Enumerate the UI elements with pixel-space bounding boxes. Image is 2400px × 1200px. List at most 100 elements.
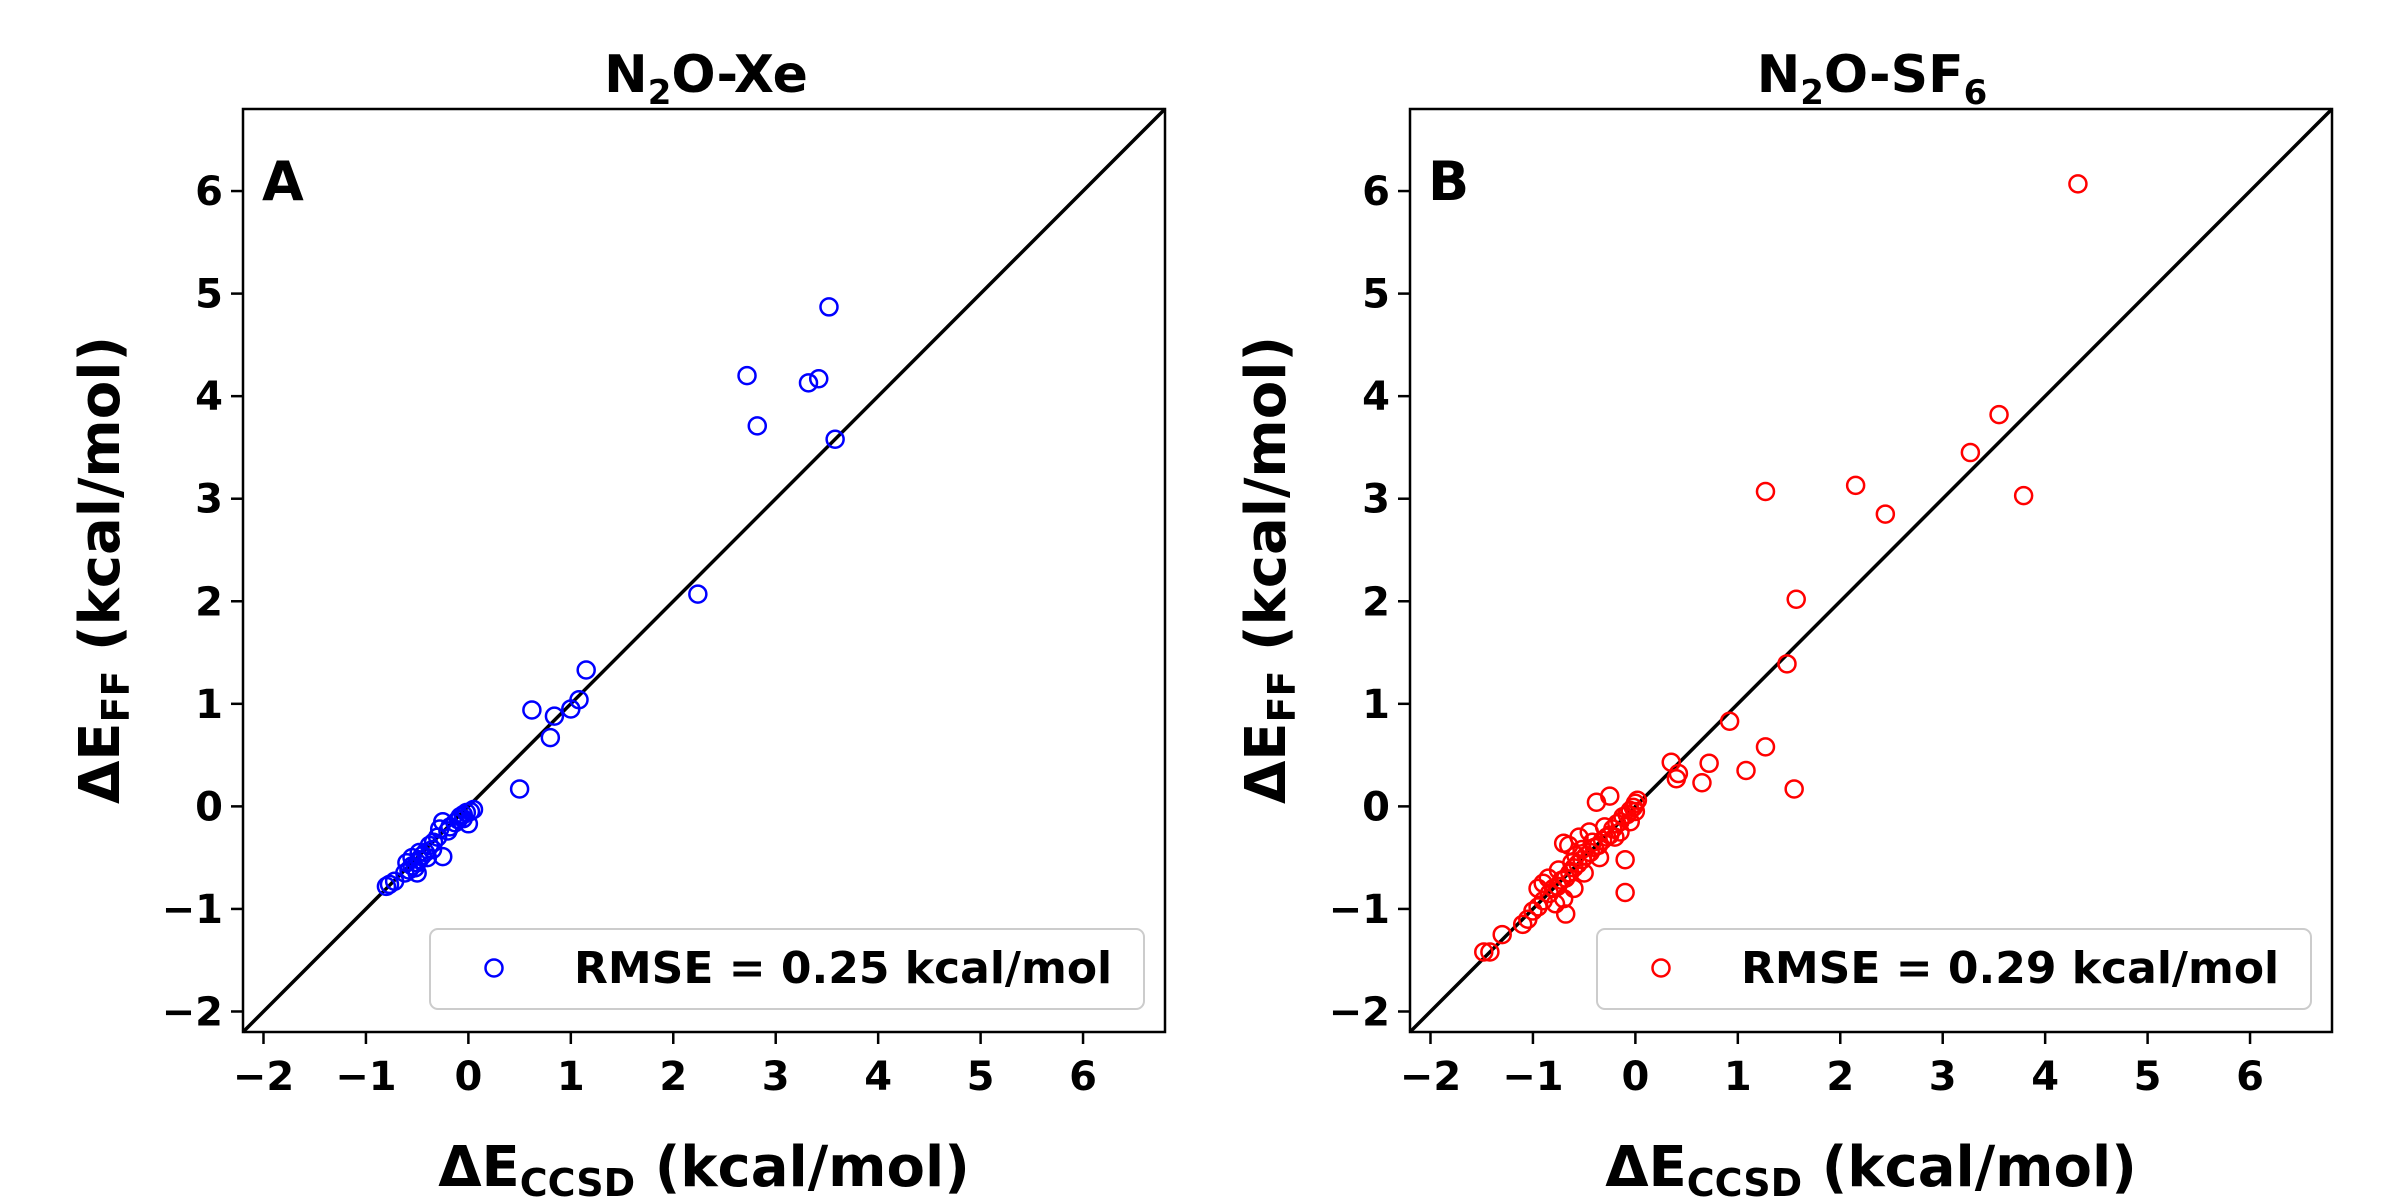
panel-a-legend: RMSE = 0.25 kcal/mol <box>429 928 1145 1010</box>
panel-b-letter: B <box>1428 150 1469 213</box>
panel-a-y-tick-label: 0 <box>195 784 223 830</box>
panel-b-data-point <box>1845 475 1866 496</box>
panel-b-y-tick-label: 6 <box>1362 169 1390 215</box>
panel-a-points <box>376 297 845 897</box>
panel-a-y-tick-label: −2 <box>162 989 223 1035</box>
panel-a-data-point <box>569 689 589 710</box>
panel-a-title: N2O-Xe <box>604 45 808 113</box>
panel-a-x-tick-label: −1 <box>335 1054 396 1100</box>
panel-b-data-point <box>1589 847 1610 868</box>
panel-a-plot-frame <box>241 107 1167 1034</box>
panel-b-data-point <box>1572 839 1592 860</box>
panel-b-data-point <box>1538 868 1559 888</box>
panel-a-ylabel-main: ΔE <box>68 722 133 804</box>
panel-b-x-tick-label: 3 <box>1929 1054 1957 1100</box>
panel-b-data-point <box>1755 481 1776 502</box>
panel-b-data-point <box>1512 914 1533 935</box>
panel-b-data-point <box>1474 942 1494 962</box>
panel-b-data-point <box>1755 737 1776 757</box>
panel-b-ylabel-sub: FF <box>1260 671 1304 723</box>
panel-b-data-point <box>2013 485 2034 506</box>
panel-b-data-point <box>1533 873 1553 894</box>
panel-b-y-tick-label: −1 <box>1329 887 1390 933</box>
panel-a-legend-box <box>429 928 1145 1010</box>
panel-b-data-point <box>1518 909 1538 929</box>
panel-a-data-point <box>688 584 708 604</box>
panel-a-data-point <box>544 706 565 726</box>
panel-b-data-point <box>1543 878 1564 899</box>
panel-b-y-tick-label: 2 <box>1362 579 1390 625</box>
panel-b-y-tick-label: 3 <box>1362 477 1390 523</box>
panel-b-data-point <box>1692 773 1712 793</box>
panel-a-data-point <box>825 429 845 449</box>
panel-a-title-main: N <box>604 45 648 105</box>
panel-b-x-tick-label: 2 <box>1826 1054 1854 1100</box>
panel-b-title-main: N <box>1757 45 1801 105</box>
panel-b-ylabel-rest: (kcal/mol) <box>1234 336 1299 671</box>
panel-a-data-point <box>384 871 405 891</box>
panel-a-y-tick-label: 5 <box>195 272 223 318</box>
panel-b-title-sub: 2 <box>1800 73 1824 113</box>
panel-b-x-tick-label: 6 <box>2236 1054 2264 1100</box>
panel-b-data-point <box>1579 822 1600 842</box>
panel-b-data-point <box>1605 827 1625 847</box>
panel-b-data-point <box>1566 845 1586 866</box>
panel-b-legend-marker <box>1651 958 1671 978</box>
panel-a-ylabel-rest: (kcal/mol) <box>68 336 133 671</box>
panel-a-ylabel: ΔEFF (kcal/mol) <box>68 336 138 804</box>
panel-a-xlabel-main: ΔE <box>438 1135 520 1200</box>
panel-b-data-point <box>1661 752 1681 773</box>
panel-a-data-point <box>458 814 479 834</box>
panel-b-data-point <box>1615 882 1635 903</box>
panel-b-legend-label: RMSE = 0.29 kcal/mol <box>1741 943 2279 994</box>
panel-a-ylabel-sub: FF <box>94 671 138 723</box>
panel-a-x-tick-label: −2 <box>233 1054 294 1100</box>
panel-b-title: N2O-SF6 <box>1757 45 1988 113</box>
panel-a-data-point <box>453 808 474 829</box>
panel-a-y-tick-label: −1 <box>162 887 223 933</box>
panel-b-data-point <box>1574 863 1594 883</box>
panel-a-x-tick-label: 3 <box>762 1054 790 1100</box>
panel-b-legend-box <box>1596 928 2312 1010</box>
panel-b-data-point <box>2068 174 2088 194</box>
panel-a-legend-marker <box>484 958 504 978</box>
panel-a-data-point <box>819 297 839 317</box>
panel-a-data-point <box>747 416 768 436</box>
panel-b-xlabel: ΔECCSD (kcal/mol) <box>1605 1135 2137 1200</box>
panel-a-y-tick-label: 1 <box>195 682 223 728</box>
panel-a-data-point <box>397 853 417 873</box>
panel-b-data-point <box>1600 786 1620 806</box>
panel-b-plot-frame <box>1408 107 2334 1034</box>
panel-b-data-point <box>1545 894 1566 914</box>
panel-a-data-point <box>576 660 596 680</box>
panel-b-x-tick-label: −2 <box>1400 1054 1461 1100</box>
panel-b-data-point <box>1528 878 1548 899</box>
panel-b-xlabel-main: ΔE <box>1605 1135 1687 1200</box>
panel-b-points <box>1474 174 2088 962</box>
panel-b-y-tick-label: 1 <box>1362 682 1390 728</box>
panel-a-y-tick-label: 6 <box>195 169 223 215</box>
panel-b-x-tick-label: 5 <box>2134 1054 2162 1100</box>
panel-b-ylabel-main: ΔE <box>1234 722 1299 804</box>
panel-b-data-point <box>1875 504 1896 524</box>
panel-a-x-tick-label: 5 <box>967 1054 995 1100</box>
panel-b-data-point <box>1620 812 1641 832</box>
panel-b-data-point <box>1784 779 1804 799</box>
panel-b-x-tick-label: 4 <box>2031 1054 2059 1100</box>
panel-a-legend-label: RMSE = 0.25 kcal/mol <box>574 943 1112 994</box>
panel-a-data-point <box>438 821 458 841</box>
panel-b-title-main-2: O-SF <box>1824 45 1964 105</box>
panel-a-y-tick-label: 4 <box>195 374 223 420</box>
panel-a-y-tick-label: 2 <box>195 579 223 625</box>
panel-a-ticks: −2−2 −1 −1 0 0 1 1 2 2 3 3 4 4 5 5 6 6 <box>162 169 1097 1100</box>
panel-a-x-tick-label: 2 <box>659 1054 687 1100</box>
panel-a-data-point <box>509 779 530 799</box>
panel-a-xlabel-rest: (kcal/mol) <box>635 1135 970 1200</box>
panel-b-data-point <box>1553 833 1574 854</box>
panel-a-y-tick-label: 3 <box>195 477 223 523</box>
panel-b-data-point <box>1615 849 1635 870</box>
panel-b-legend: RMSE = 0.29 kcal/mol <box>1596 928 2312 1010</box>
panel-a-xlabel: ΔECCSD (kcal/mol) <box>438 1135 970 1200</box>
